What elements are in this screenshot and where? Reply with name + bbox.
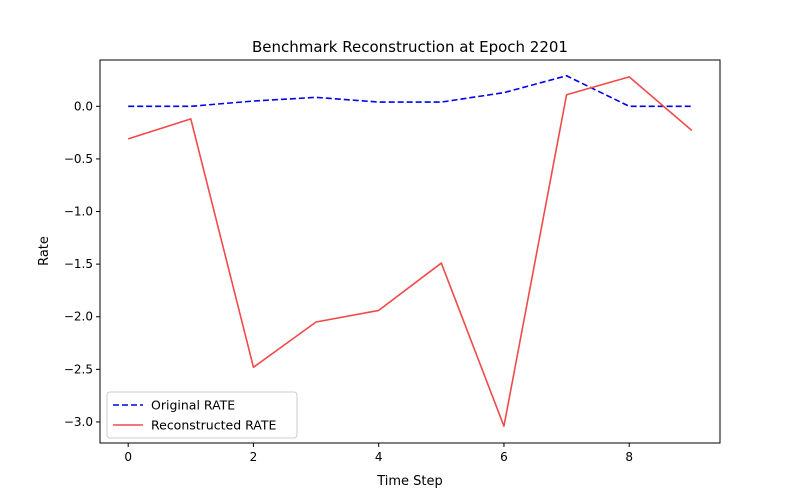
y-tick-label: −3.0: [64, 415, 93, 429]
legend-label: Original RATE: [151, 398, 235, 413]
y-tick-label: −2.0: [64, 310, 93, 324]
x-tick-label: 0: [124, 450, 132, 464]
x-tick-label: 6: [500, 450, 508, 464]
series-line-reconstructed-rate: [127, 76, 693, 427]
legend-box: [106, 391, 298, 439]
y-tick-label: −0.5: [64, 152, 93, 166]
plot-frame: [99, 59, 721, 444]
x-tick-label: 8: [625, 450, 633, 464]
y-tick-label: −1.0: [64, 205, 93, 219]
y-tick-label: −1.5: [64, 257, 93, 271]
legend-label: Reconstructed RATE: [151, 418, 276, 433]
chart-title: Benchmark Reconstruction at Epoch 2201: [252, 38, 568, 56]
y-tick-label: 0.0: [74, 99, 93, 113]
y-axis: 0.0 −0.5 −1.0 −1.5 −2.0 −2.5 −3.0: [64, 99, 100, 429]
series-line-original-rate: [128, 74, 692, 108]
y-axis-label: Rate: [37, 236, 52, 266]
legend: Original RATE Reconstructed RATE: [106, 391, 298, 439]
x-tick-label: 2: [250, 450, 258, 464]
y-tick-label: −2.5: [64, 362, 93, 376]
x-axis: 0 2 4 6 8: [124, 443, 633, 464]
x-axis-label: Time Step: [376, 474, 443, 489]
x-tick-label: 4: [375, 450, 383, 464]
